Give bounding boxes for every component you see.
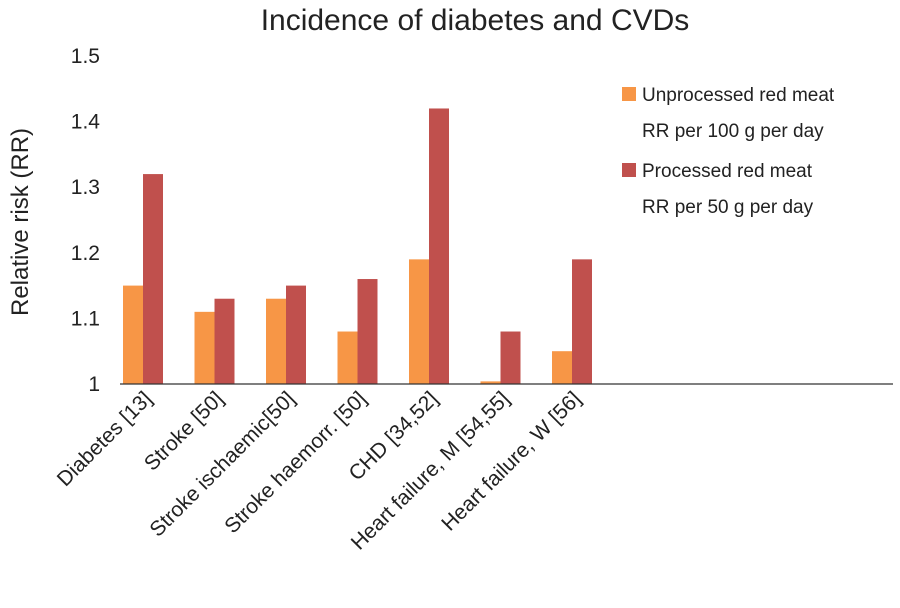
bar-unprocessed-1 bbox=[194, 311, 215, 384]
y-tick-label: 1 bbox=[88, 373, 100, 396]
legend-label: Processed red meat bbox=[642, 161, 813, 182]
legend-swatch-processed bbox=[622, 163, 636, 177]
bar-processed-0 bbox=[143, 174, 163, 384]
x-axis-categories: Diabetes [13]Stroke [50]Stroke ischaemic… bbox=[53, 387, 586, 554]
bar-processed-6 bbox=[572, 259, 592, 384]
y-tick-label: 1.4 bbox=[71, 111, 101, 134]
legend: Unprocessed red meat RR per 100 g per day… bbox=[622, 85, 835, 218]
bar-unprocessed-5 bbox=[480, 381, 501, 384]
x-category-label: Heart failure, W [56] bbox=[437, 387, 585, 535]
legend-label: RR per 100 g per day bbox=[642, 121, 824, 142]
legend-label: Unprocessed red meat bbox=[642, 85, 835, 106]
legend-swatch-unprocessed bbox=[622, 87, 636, 101]
bar-unprocessed-2 bbox=[266, 298, 286, 384]
y-tick-label: 1.2 bbox=[71, 242, 100, 265]
bar-processed-3 bbox=[357, 279, 378, 384]
x-category-label: Stroke haemorr. [50] bbox=[220, 387, 371, 538]
y-axis-label: Relative risk (RR) bbox=[7, 128, 34, 316]
y-axis-ticks: 1 1.1 1.2 1.3 1.4 1.5 bbox=[71, 45, 101, 396]
chart-title: Incidence of diabetes and CVDs bbox=[261, 4, 690, 37]
bar-unprocessed-4 bbox=[409, 259, 429, 384]
x-category-label: Diabetes [13] bbox=[53, 387, 157, 491]
legend-label: RR per 50 g per day bbox=[642, 197, 814, 218]
bar-processed-4 bbox=[429, 108, 449, 384]
bar-unprocessed-3 bbox=[337, 331, 358, 384]
bar-processed-2 bbox=[286, 285, 306, 384]
bar-processed-1 bbox=[214, 298, 235, 384]
bars-group bbox=[123, 108, 592, 384]
y-tick-label: 1.3 bbox=[71, 176, 100, 199]
y-tick-label: 1.5 bbox=[71, 45, 100, 68]
bar-unprocessed-0 bbox=[123, 285, 143, 384]
y-tick-label: 1.1 bbox=[71, 307, 100, 330]
bar-unprocessed-6 bbox=[552, 351, 572, 384]
bar-processed-5 bbox=[500, 331, 521, 384]
